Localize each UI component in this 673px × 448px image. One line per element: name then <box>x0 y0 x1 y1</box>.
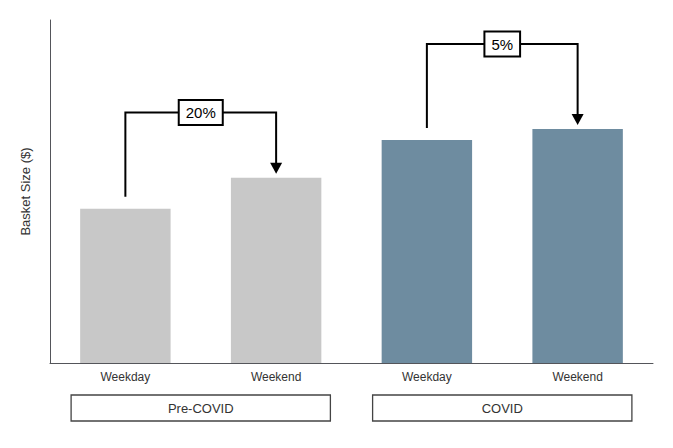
svg-text:Weekday: Weekday <box>402 370 452 384</box>
svg-text:5%: 5% <box>491 36 513 53</box>
svg-text:Weekend: Weekend <box>251 370 301 384</box>
svg-text:COVID: COVID <box>482 401 523 416</box>
svg-text:Basket Size ($): Basket Size ($) <box>18 147 33 235</box>
svg-text:Weekday: Weekday <box>100 370 150 384</box>
svg-text:Weekend: Weekend <box>552 370 602 384</box>
svg-text:20%: 20% <box>186 104 216 121</box>
svg-text:Pre-COVID: Pre-COVID <box>168 401 234 416</box>
